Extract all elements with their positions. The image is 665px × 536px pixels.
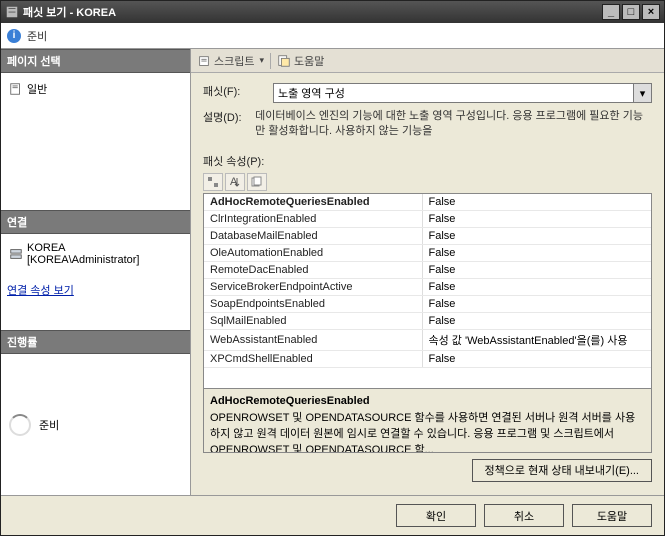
- close-button[interactable]: ×: [642, 4, 660, 20]
- facet-select-dropdown-button[interactable]: ▾: [634, 83, 652, 103]
- cancel-button[interactable]: 취소: [484, 504, 564, 527]
- page-select-panel: 일반: [1, 73, 190, 210]
- property-name: ClrIntegrationEnabled: [204, 210, 422, 227]
- property-row[interactable]: DatabaseMailEnabledFalse: [204, 227, 651, 244]
- property-description-panel: AdHocRemoteQueriesEnabled OPENROWSET 및 O…: [203, 389, 652, 453]
- maximize-button[interactable]: □: [622, 4, 640, 20]
- status-label: 준비: [27, 28, 47, 44]
- ok-button[interactable]: 확인: [396, 504, 476, 527]
- property-name: SqlMailEnabled: [204, 312, 422, 329]
- property-row[interactable]: ServiceBrokerEndpointActiveFalse: [204, 278, 651, 295]
- script-icon: [197, 54, 211, 68]
- grid-toolbar: A: [203, 173, 652, 191]
- property-description-title: AdHocRemoteQueriesEnabled: [210, 395, 645, 407]
- grid-tool-categorize[interactable]: [203, 173, 223, 191]
- property-value[interactable]: False: [422, 278, 651, 295]
- toolbar-separator: [270, 53, 271, 69]
- dialog-button-bar: 확인 취소 도움말: [1, 495, 664, 535]
- server-icon: [9, 247, 23, 261]
- property-name: WebAssistantEnabled: [204, 329, 422, 350]
- facet-label: 패싯(F):: [203, 83, 263, 99]
- help-button[interactable]: 도움말: [277, 53, 324, 69]
- property-value[interactable]: False: [422, 194, 651, 211]
- property-name: DatabaseMailEnabled: [204, 227, 422, 244]
- property-value[interactable]: False: [422, 244, 651, 261]
- property-value[interactable]: False: [422, 261, 651, 278]
- property-value[interactable]: False: [422, 227, 651, 244]
- facet-view-window: 패싯 보기 - KOREA _ □ × i 준비 페이지 선택 일반 연결: [0, 0, 665, 536]
- property-name: SoapEndpointsEnabled: [204, 295, 422, 312]
- help-icon: [277, 54, 291, 68]
- server-user: [KOREA\Administrator]: [27, 254, 139, 266]
- description-text: 데이터베이스 엔진의 기능에 대한 노출 영역 구성입니다. 응용 프로그램에 …: [255, 109, 652, 139]
- help-dialog-button[interactable]: 도움말: [572, 504, 652, 527]
- property-description-body: OPENROWSET 및 OPENDATASOURCE 함수를 사용하면 연결된…: [210, 409, 645, 453]
- property-name: ServiceBrokerEndpointActive: [204, 278, 422, 295]
- grid-tool-sort[interactable]: A: [225, 173, 245, 191]
- server-name: KOREA: [27, 242, 139, 254]
- property-grid[interactable]: AdHocRemoteQueriesEnabledFalseClrIntegra…: [203, 193, 652, 389]
- property-name: OleAutomationEnabled: [204, 244, 422, 261]
- right-column: 스크립트 도움말 패싯(F): ▾ 설명(D):: [191, 49, 664, 495]
- property-name: RemoteDacEnabled: [204, 261, 422, 278]
- properties-label: 패싯 속성(P):: [203, 153, 652, 169]
- progress-spinner-icon: [9, 414, 31, 436]
- property-row[interactable]: XPCmdShellEnabledFalse: [204, 350, 651, 367]
- categorize-icon: [207, 176, 219, 188]
- property-row[interactable]: WebAssistantEnabled속성 값 'WebAssistantEna…: [204, 329, 651, 350]
- grid-tool-pages[interactable]: [247, 173, 267, 191]
- top-status-bar: i 준비: [1, 23, 664, 49]
- property-value[interactable]: 속성 값 'WebAssistantEnabled'을(를) 사용: [422, 329, 651, 350]
- property-value[interactable]: False: [422, 210, 651, 227]
- sort-icon: A: [229, 176, 241, 188]
- property-name: AdHocRemoteQueriesEnabled: [204, 194, 422, 211]
- page-item-label: 일반: [27, 81, 47, 97]
- toolbar: 스크립트 도움말: [191, 49, 664, 73]
- left-column: 페이지 선택 일반 연결 KOREA [KOREA\Administrator]: [1, 49, 191, 495]
- facet-select[interactable]: ▾: [273, 83, 652, 103]
- property-value[interactable]: False: [422, 312, 651, 329]
- page-select-header: 페이지 선택: [1, 49, 190, 73]
- property-value[interactable]: False: [422, 350, 651, 367]
- app-icon: [5, 5, 19, 19]
- page-item-general[interactable]: 일반: [7, 79, 184, 99]
- property-row[interactable]: SoapEndpointsEnabledFalse: [204, 295, 651, 312]
- description-label: 설명(D):: [203, 109, 245, 125]
- page-icon: [9, 82, 23, 96]
- property-row[interactable]: RemoteDacEnabledFalse: [204, 261, 651, 278]
- info-icon: i: [7, 29, 21, 43]
- help-label: 도움말: [294, 53, 324, 69]
- script-dropdown[interactable]: 스크립트: [197, 53, 264, 69]
- script-label: 스크립트: [214, 53, 254, 69]
- progress-header: 진행률: [1, 330, 190, 354]
- property-row[interactable]: OleAutomationEnabledFalse: [204, 244, 651, 261]
- property-value[interactable]: False: [422, 295, 651, 312]
- title-bar[interactable]: 패싯 보기 - KOREA _ □ ×: [1, 1, 664, 23]
- export-policy-button[interactable]: 정책으로 현재 상태 내보내기(E)...: [472, 459, 652, 482]
- connection-panel: KOREA [KOREA\Administrator] 연결 속성 보기: [1, 234, 190, 330]
- property-name: XPCmdShellEnabled: [204, 350, 422, 367]
- property-row[interactable]: ClrIntegrationEnabledFalse: [204, 210, 651, 227]
- property-row[interactable]: SqlMailEnabledFalse: [204, 312, 651, 329]
- connection-properties-link[interactable]: 연결 속성 보기: [7, 285, 74, 297]
- window-title: 패싯 보기 - KOREA: [23, 4, 116, 20]
- facet-select-input[interactable]: [273, 83, 634, 103]
- progress-panel: 준비: [1, 354, 190, 495]
- property-row[interactable]: AdHocRemoteQueriesEnabledFalse: [204, 194, 651, 211]
- minimize-button[interactable]: _: [602, 4, 620, 20]
- pages-icon: [251, 176, 263, 188]
- server-row: KOREA [KOREA\Administrator]: [7, 240, 184, 268]
- connection-header: 연결: [1, 210, 190, 234]
- progress-status: 준비: [39, 417, 59, 433]
